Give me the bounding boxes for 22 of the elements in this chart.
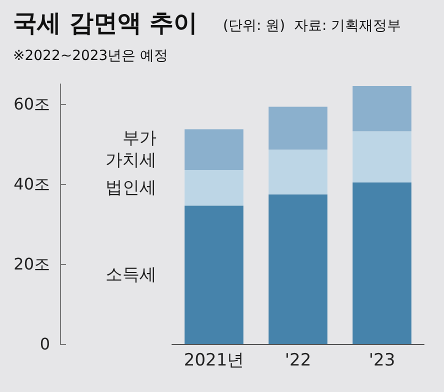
bar <box>184 129 244 170</box>
y-tick-label: 0 <box>40 334 50 354</box>
y-tick-label: 20조 <box>14 254 50 274</box>
x-tick-label: '23 <box>368 350 396 370</box>
chart-subtitle: (단위: 원) 자료: 기획재정부 <box>223 18 402 34</box>
series-label: 법인세 <box>106 178 157 198</box>
bar <box>352 182 412 344</box>
bar <box>268 194 328 344</box>
y-tick-label: 40조 <box>14 174 50 194</box>
series-label: 부가 가치세 <box>106 128 157 171</box>
bar <box>352 131 412 182</box>
bar <box>268 150 328 194</box>
bar <box>268 106 328 150</box>
bar <box>352 86 412 132</box>
x-tick-label: '22 <box>284 350 312 370</box>
chart-title: 국세 감면액 추이 <box>13 9 198 37</box>
bar <box>184 206 244 344</box>
text: ※2022~2023년은 예정 <box>13 48 168 64</box>
bar <box>184 170 244 206</box>
series-label: 소득세 <box>106 264 157 285</box>
y-tick-label: 60조 <box>14 94 50 114</box>
x-tick-label: 2021년 <box>184 350 244 370</box>
